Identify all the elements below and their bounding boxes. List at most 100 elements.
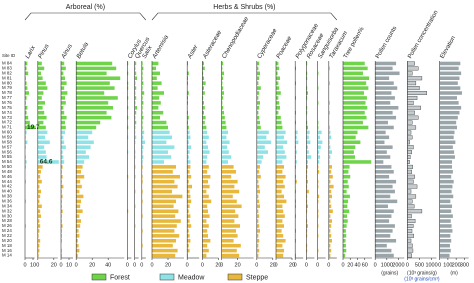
bar xyxy=(306,130,310,135)
bar xyxy=(439,135,454,140)
bar xyxy=(317,125,319,130)
bar xyxy=(328,234,332,238)
bar xyxy=(221,135,227,140)
bar xyxy=(76,140,94,145)
bar xyxy=(375,174,390,179)
bar xyxy=(221,234,238,238)
bar xyxy=(134,91,136,95)
x-tick-label: 0 xyxy=(294,262,297,268)
bar xyxy=(187,130,190,135)
bar xyxy=(187,238,191,243)
bar xyxy=(439,130,455,135)
bar xyxy=(276,170,283,174)
bar xyxy=(127,125,129,130)
site-label: M 30 xyxy=(2,213,12,218)
bar xyxy=(61,130,65,135)
bar xyxy=(152,248,178,253)
bar xyxy=(37,248,40,253)
bar xyxy=(343,110,365,115)
bar xyxy=(407,169,412,174)
bar xyxy=(37,184,40,189)
bar xyxy=(187,160,191,164)
bar xyxy=(187,219,190,223)
bar xyxy=(134,204,136,209)
bar xyxy=(134,96,137,100)
bar xyxy=(343,86,369,90)
series-name: Pollen concentration xyxy=(407,10,439,60)
bar xyxy=(256,140,272,145)
bar xyxy=(76,229,79,233)
bar xyxy=(202,214,210,218)
bar xyxy=(375,81,394,85)
bar xyxy=(407,204,415,209)
bar xyxy=(61,76,65,81)
bar xyxy=(375,194,391,199)
bar xyxy=(407,179,414,184)
bar xyxy=(276,165,284,169)
bar xyxy=(439,110,460,115)
bar xyxy=(221,145,228,149)
bar xyxy=(141,76,143,81)
bar xyxy=(317,199,319,204)
bar xyxy=(439,194,454,199)
bar xyxy=(343,234,347,238)
bar xyxy=(221,253,240,258)
x-tick-label: 100 xyxy=(443,262,452,268)
bar xyxy=(37,219,40,223)
bar xyxy=(152,179,175,184)
bar xyxy=(25,76,26,81)
bar xyxy=(256,101,260,105)
group-title: Arboreal (%) xyxy=(66,4,105,11)
bar xyxy=(375,199,398,204)
bar xyxy=(407,228,413,233)
bar xyxy=(343,253,346,258)
bar xyxy=(343,214,347,218)
bar xyxy=(187,204,190,209)
bar xyxy=(343,189,347,194)
panel xyxy=(343,61,372,258)
bar xyxy=(343,150,354,154)
bar xyxy=(202,160,207,164)
bar xyxy=(407,253,412,258)
bar xyxy=(187,189,190,194)
bar xyxy=(152,224,177,228)
bar xyxy=(343,101,366,105)
bar xyxy=(61,204,62,209)
bar xyxy=(25,165,26,169)
bar xyxy=(276,248,284,253)
bar xyxy=(141,174,143,179)
bar xyxy=(202,184,210,189)
bar xyxy=(375,219,390,223)
bar xyxy=(25,120,30,125)
bar xyxy=(306,86,308,90)
bar xyxy=(134,155,136,159)
bar xyxy=(306,184,308,189)
bar xyxy=(439,253,450,258)
bar xyxy=(37,71,41,76)
bar xyxy=(61,234,62,238)
legend-label: Forest xyxy=(110,274,130,281)
bar xyxy=(221,229,236,233)
bar xyxy=(221,243,241,248)
series-name: Artemisia xyxy=(151,34,171,61)
bar xyxy=(276,214,285,218)
bar xyxy=(306,61,308,66)
bar xyxy=(221,219,235,223)
bar xyxy=(256,165,260,169)
bar xyxy=(152,209,179,213)
bar xyxy=(375,110,393,115)
bar xyxy=(152,174,180,179)
bar xyxy=(221,224,240,228)
group-title: Herbs & Shrubs (%) xyxy=(213,4,275,11)
bar xyxy=(221,214,239,218)
site-label: M 74 xyxy=(2,110,12,115)
bar xyxy=(152,204,174,209)
bar xyxy=(76,71,107,76)
bar xyxy=(152,71,160,76)
bar xyxy=(276,81,279,85)
x-tick-label: 40 xyxy=(105,262,111,268)
panel xyxy=(187,61,192,258)
bar xyxy=(127,115,129,120)
bar xyxy=(375,106,399,110)
bar xyxy=(152,194,183,199)
